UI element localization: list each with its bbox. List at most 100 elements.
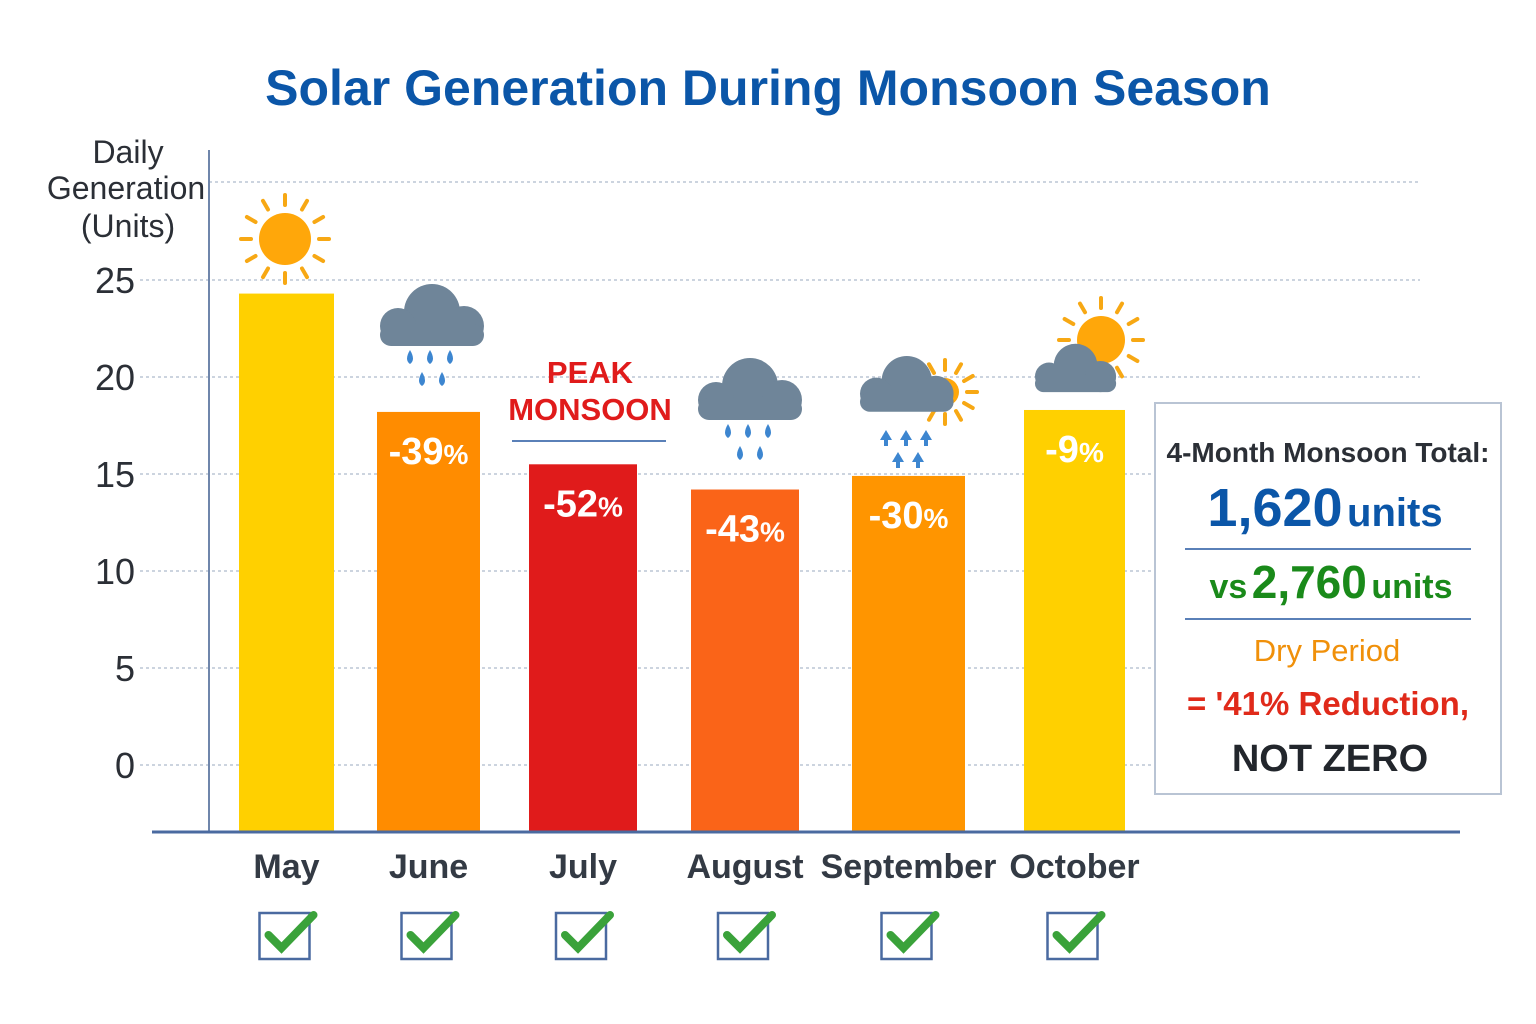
data-label-number: -39 bbox=[389, 431, 444, 473]
data-label-number: -30 bbox=[869, 495, 924, 537]
data-label-percent: % bbox=[924, 503, 949, 534]
checkmark-icon bbox=[1052, 911, 1106, 954]
raindrop bbox=[419, 372, 425, 386]
raindrop bbox=[725, 424, 731, 438]
monsoon-label: MONSOON bbox=[508, 392, 672, 427]
data-label: -52% bbox=[543, 483, 623, 525]
raindrop bbox=[745, 424, 751, 438]
data-label: -43% bbox=[705, 509, 785, 551]
cloud-icon bbox=[698, 358, 802, 420]
sun-ray bbox=[1078, 301, 1087, 315]
bar-july bbox=[529, 464, 637, 832]
sun-ray bbox=[244, 254, 258, 263]
raindrop bbox=[757, 446, 763, 460]
sun-ray bbox=[1115, 301, 1124, 315]
bars: -39%-52%-43% -30%-9% bbox=[239, 293, 1125, 833]
x-tick-label: October bbox=[1009, 848, 1139, 886]
cloud-icon bbox=[1035, 343, 1117, 393]
data-label-percent: % bbox=[1079, 437, 1104, 468]
sun-ray bbox=[261, 266, 270, 280]
y-tick-label: 10 bbox=[95, 551, 135, 592]
raindrop bbox=[439, 372, 445, 386]
sun-ray bbox=[954, 409, 963, 422]
x-tick-label: August bbox=[686, 848, 803, 886]
cloud-icon bbox=[860, 356, 954, 412]
sun-ray bbox=[244, 215, 258, 224]
bar-september bbox=[852, 475, 965, 832]
raindrop bbox=[737, 446, 743, 460]
checkbox-checked-icon bbox=[1046, 911, 1106, 961]
checkmark-icon bbox=[561, 911, 614, 954]
peak-monsoon-annotation: PEAK MONSOON bbox=[508, 355, 672, 442]
summary-box-frame bbox=[1154, 402, 1502, 795]
summary-total: 1,620 units bbox=[1207, 478, 1442, 538]
data-label-percent: % bbox=[598, 491, 623, 522]
cloud-part bbox=[380, 324, 484, 346]
sun-ray bbox=[927, 362, 936, 375]
sun-ray bbox=[312, 254, 326, 263]
rain-arrow bbox=[892, 452, 904, 468]
rain-arrow bbox=[900, 430, 912, 446]
raindrop bbox=[427, 350, 433, 364]
rain-arrow bbox=[880, 430, 892, 446]
y-tick-label: 15 bbox=[95, 454, 135, 495]
y-ticks: 0 5 10 15 20 25 bbox=[95, 260, 135, 786]
peak-label: PEAK bbox=[547, 355, 634, 390]
summary-dry-period: Dry Period bbox=[1254, 633, 1400, 668]
summary-box: 4-Month Monsoon Total: 1,620 units vs 2,… bbox=[1154, 402, 1502, 795]
y-axis-label: Daily Generation (Units) bbox=[47, 134, 205, 244]
summary-not-zero: NOT ZERO bbox=[1232, 738, 1428, 780]
cloud-part bbox=[860, 392, 954, 412]
y-tick-label: 5 bbox=[115, 648, 135, 689]
sun-ray bbox=[261, 198, 270, 212]
data-label: -9% bbox=[1045, 429, 1104, 471]
y-tick-label: 0 bbox=[115, 745, 135, 786]
rain-arrow bbox=[920, 430, 932, 446]
summary-compare: vs 2,760 units bbox=[1209, 556, 1452, 608]
sun-ray bbox=[954, 362, 963, 375]
chart-title: Solar Generation During Monsoon Season bbox=[265, 60, 1271, 116]
y-axis-label-line: Generation bbox=[47, 170, 205, 206]
raindrops-icon bbox=[725, 424, 771, 460]
x-tick-label: July bbox=[549, 848, 617, 886]
sun-ray bbox=[312, 215, 326, 224]
gridlines bbox=[140, 181, 1420, 766]
summary-reduction: = '41% Reduction, bbox=[1187, 685, 1469, 722]
raindrop bbox=[407, 350, 413, 364]
data-label: -30% bbox=[869, 495, 949, 537]
raindrops-icon bbox=[407, 350, 453, 386]
checkbox-checked-icon bbox=[258, 911, 318, 961]
sun-ray bbox=[300, 266, 309, 280]
checkbox-checked-icon bbox=[716, 911, 776, 961]
data-label-percent: % bbox=[760, 517, 785, 548]
checkmark-icon bbox=[406, 911, 460, 954]
sun-ray bbox=[927, 409, 936, 422]
bar-august bbox=[691, 489, 799, 832]
x-tick-label: June bbox=[389, 848, 468, 886]
raindrop bbox=[765, 424, 771, 438]
checkmark-icon bbox=[264, 911, 318, 954]
checkmark-icon bbox=[723, 911, 776, 954]
sun-ray bbox=[1126, 317, 1140, 326]
cloud-part bbox=[698, 398, 802, 420]
data-label-number: -9 bbox=[1045, 429, 1079, 471]
rain-arrow bbox=[912, 452, 924, 468]
sun-icon bbox=[239, 193, 331, 285]
checkmark-icon bbox=[886, 911, 940, 954]
checkmarks bbox=[258, 911, 1106, 961]
sun-ray bbox=[1115, 365, 1124, 379]
sun-ray bbox=[962, 374, 975, 383]
cloud-part bbox=[1035, 375, 1117, 393]
x-tick-label: September bbox=[821, 848, 997, 886]
checkbox-checked-icon bbox=[400, 911, 460, 961]
weather-icons bbox=[239, 193, 1145, 468]
x-tick-label: May bbox=[253, 848, 319, 886]
x-tick-labels: May June July August September October bbox=[253, 848, 1139, 886]
y-axis-label-line: Daily bbox=[92, 134, 163, 170]
bar-october bbox=[1024, 409, 1125, 832]
rain-arrows-icon bbox=[880, 430, 932, 468]
sun-ray bbox=[300, 198, 309, 212]
cloud-icon bbox=[380, 284, 484, 346]
sun-ray bbox=[1062, 317, 1076, 326]
